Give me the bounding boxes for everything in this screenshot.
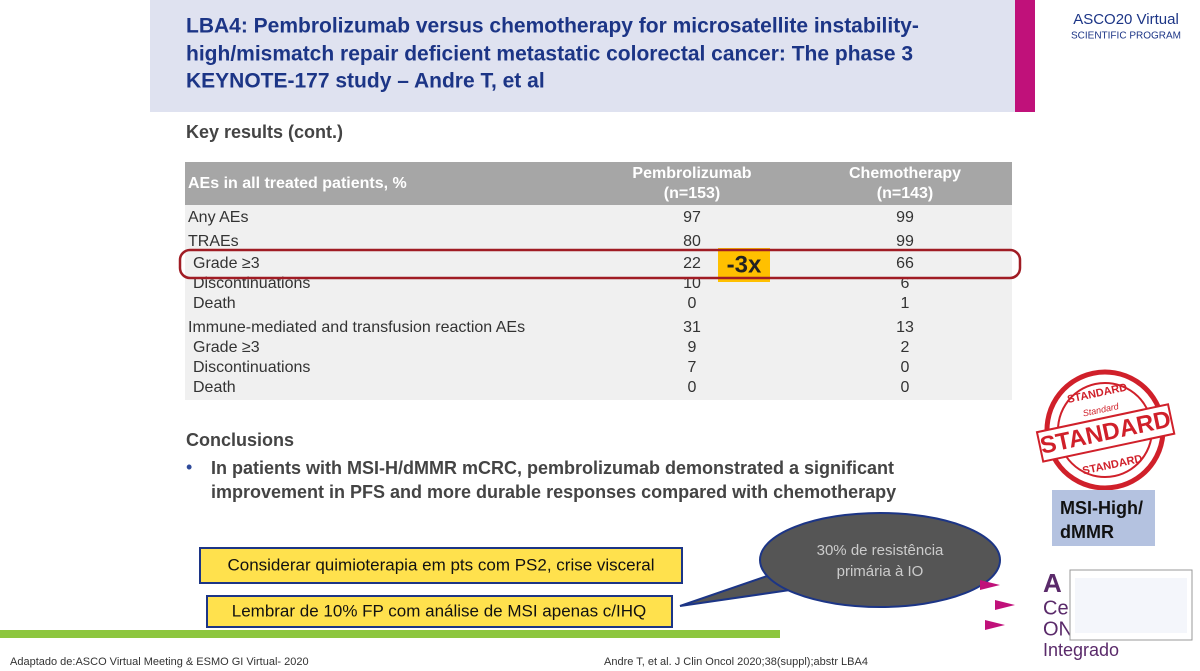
callout-box: [718, 248, 770, 282]
table-body: [185, 205, 1012, 400]
row-label: Death: [193, 295, 236, 312]
badge-text: dMMR: [1060, 522, 1114, 542]
bullet-mark: •: [186, 457, 192, 477]
brand-text: A: [1043, 568, 1062, 598]
cell: 80: [683, 233, 701, 250]
cell: 0: [901, 379, 910, 396]
stamp-band: [1035, 403, 1176, 463]
brand-text: Ce: [1043, 597, 1069, 619]
cell: 10: [683, 275, 701, 292]
title-line: LBA4: Pembrolizumab versus chemotherapy …: [186, 15, 919, 38]
row-label: Any AEs: [188, 209, 248, 226]
row-label: Immune-mediated and transfusion reaction…: [188, 319, 525, 336]
logo-text: ASCO20 Virtual: [1073, 11, 1179, 28]
column-header: AEs in all treated patients, %: [188, 175, 407, 192]
note-box: [206, 595, 673, 628]
cell: 13: [896, 319, 914, 336]
table-header: [185, 162, 1012, 205]
cell: 0: [688, 379, 697, 396]
highlight-frame: [178, 248, 1022, 280]
bubble-text: primária à IO: [837, 563, 924, 580]
row-label: Grade ≥3: [193, 339, 260, 356]
note-box: [199, 547, 683, 584]
cell: 2: [901, 339, 910, 356]
cell: 9: [688, 339, 697, 356]
table: AEs in all treated patients, % Pembrolizu…: [185, 162, 1012, 400]
brand-text: Integrado: [1043, 640, 1119, 660]
badge-text: MSI-High/: [1060, 498, 1143, 518]
note: Lembrar de 10% FP com análise de MSI ape…: [232, 601, 647, 620]
column-header: (n=153): [664, 185, 720, 202]
logo-text: SCIENTIFIC PROGRAM: [1071, 31, 1181, 42]
brand-text: ON: [1043, 618, 1073, 640]
bullet-text: In patients with MSI-H/dMMR mCRC, pembro…: [211, 458, 894, 478]
cell: 97: [683, 209, 701, 226]
cell: 22: [683, 255, 701, 272]
cell: 6: [901, 275, 910, 292]
section-title: Key results (cont.): [186, 122, 343, 142]
cell: 66: [896, 255, 914, 272]
header-band: [150, 0, 1015, 112]
cell: 7: [688, 359, 697, 376]
conclusions-title: Conclusions: [186, 430, 294, 450]
cell: 31: [683, 319, 701, 336]
speech-bubble: [759, 512, 1001, 608]
row-label: Discontinuations: [193, 359, 310, 376]
column-header: (n=143): [877, 185, 933, 202]
cell: 99: [896, 233, 914, 250]
header-accent: [1015, 0, 1035, 112]
brand-arrows: [980, 580, 1015, 630]
row-label: TRAEs: [188, 233, 239, 250]
column-header: Chemotherapy: [849, 165, 961, 182]
footer-left: Adaptado de:ASCO Virtual Meeting & ESMO …: [10, 656, 309, 668]
column-header: Pembrolizumab: [632, 165, 751, 182]
badge-box: [1052, 490, 1155, 546]
cell: 99: [896, 209, 914, 226]
row-label: Grade ≥3: [193, 255, 260, 272]
title-line: KEYNOTE-177 study – Andre T, et al: [186, 70, 545, 93]
cell: 0: [688, 295, 697, 312]
row-label: Death: [193, 379, 236, 396]
row-label: Discontinuations: [193, 275, 310, 292]
thumbnail-content: [1075, 578, 1187, 633]
footer-right: Andre T, et al. J Clin Oncol 2020;38(sup…: [604, 656, 868, 668]
callout: -3x: [727, 251, 762, 278]
bubble-text: 30% de resistência: [817, 542, 944, 559]
title-line: high/mismatch repair deficient metastati…: [186, 43, 913, 66]
footer-stripe: [0, 630, 780, 638]
note: Considerar quimioterapia em pts com PS2,…: [227, 555, 654, 574]
cell: 1: [901, 295, 910, 312]
cell: 0: [901, 359, 910, 376]
bullet-text: improvement in PFS and more durable resp…: [211, 482, 896, 502]
